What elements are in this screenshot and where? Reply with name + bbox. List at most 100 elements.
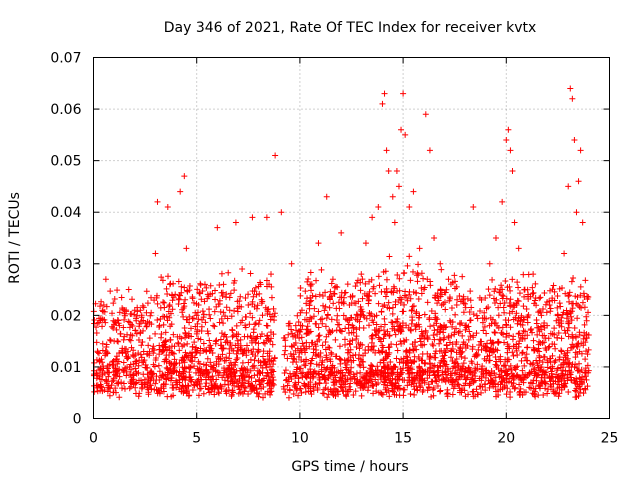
data-point	[237, 389, 244, 396]
data-point	[375, 371, 382, 378]
data-point	[185, 392, 192, 399]
data-point	[514, 279, 521, 286]
data-point	[309, 292, 316, 299]
data-point	[536, 338, 543, 345]
data-point	[307, 360, 314, 367]
data-point	[375, 204, 382, 211]
data-point	[336, 355, 343, 362]
data-point	[266, 281, 273, 288]
data-point	[574, 351, 581, 358]
data-point	[132, 365, 139, 372]
data-point	[375, 389, 382, 396]
data-point	[350, 392, 357, 399]
data-point	[443, 323, 450, 330]
data-point	[579, 299, 586, 306]
data-point	[524, 372, 531, 379]
data-point	[538, 312, 545, 319]
y-tick-label: 0.07	[50, 51, 81, 67]
data-point	[303, 374, 310, 381]
data-point	[177, 292, 184, 299]
data-point	[332, 336, 339, 343]
data-point	[414, 387, 421, 394]
data-point	[384, 365, 391, 372]
data-point	[228, 374, 235, 381]
data-point	[256, 290, 263, 297]
data-point	[284, 355, 291, 362]
data-point	[285, 374, 292, 381]
data-point	[427, 323, 434, 330]
data-point	[373, 312, 380, 319]
x-axis-label: GPS time / hours	[291, 459, 408, 475]
data-point	[370, 285, 377, 292]
data-point	[534, 360, 541, 367]
data-point	[504, 284, 511, 291]
data-point	[200, 361, 207, 368]
data-point	[424, 387, 431, 394]
data-point	[195, 316, 202, 323]
data-point	[134, 308, 141, 315]
data-point	[382, 330, 389, 337]
y-tick-label: 0.03	[50, 257, 81, 273]
data-point	[196, 290, 203, 297]
data-point	[326, 304, 333, 311]
data-point	[453, 349, 460, 356]
data-point	[226, 366, 233, 373]
data-point	[398, 296, 405, 303]
data-point	[495, 304, 502, 311]
data-point	[437, 260, 444, 267]
data-point	[294, 364, 301, 371]
data-point	[132, 390, 139, 397]
data-point	[359, 341, 366, 348]
data-point	[302, 362, 309, 369]
data-point	[113, 368, 120, 375]
data-point	[157, 315, 164, 322]
data-point	[148, 385, 155, 392]
data-point	[502, 277, 509, 284]
data-point	[215, 389, 222, 396]
data-point	[144, 350, 151, 357]
data-point	[294, 331, 301, 338]
data-point	[407, 277, 414, 284]
data-point	[357, 369, 364, 376]
data-point	[413, 322, 420, 329]
x-tick-label: 0	[89, 431, 98, 447]
data-point	[324, 394, 331, 401]
data-point	[328, 349, 335, 356]
data-point	[137, 351, 144, 358]
data-point	[340, 300, 347, 307]
data-point	[545, 344, 552, 351]
data-point	[323, 333, 330, 340]
data-point	[246, 321, 253, 328]
data-point	[374, 328, 381, 335]
data-point	[306, 343, 313, 350]
data-point	[390, 388, 397, 395]
data-point	[165, 273, 172, 280]
data-point	[410, 288, 417, 295]
data-point	[93, 329, 100, 336]
data-point	[545, 335, 552, 342]
data-point	[562, 356, 569, 363]
data-point	[518, 312, 525, 319]
data-point	[342, 378, 349, 385]
data-point	[478, 373, 485, 380]
data-point	[504, 358, 511, 365]
data-point	[378, 338, 385, 345]
data-point	[394, 347, 401, 354]
data-point	[549, 365, 556, 372]
data-point	[168, 393, 175, 400]
data-point	[370, 343, 377, 350]
data-point	[345, 369, 352, 376]
data-point	[360, 384, 367, 391]
data-point	[581, 329, 588, 336]
data-point	[180, 313, 187, 320]
data-point	[168, 291, 175, 298]
data-point	[576, 331, 583, 338]
data-point	[220, 320, 227, 327]
data-point	[476, 341, 483, 348]
data-point	[114, 380, 121, 387]
data-point	[444, 393, 451, 400]
data-point	[246, 373, 253, 380]
data-point	[224, 315, 231, 322]
data-point	[551, 341, 558, 348]
data-point	[426, 354, 433, 361]
